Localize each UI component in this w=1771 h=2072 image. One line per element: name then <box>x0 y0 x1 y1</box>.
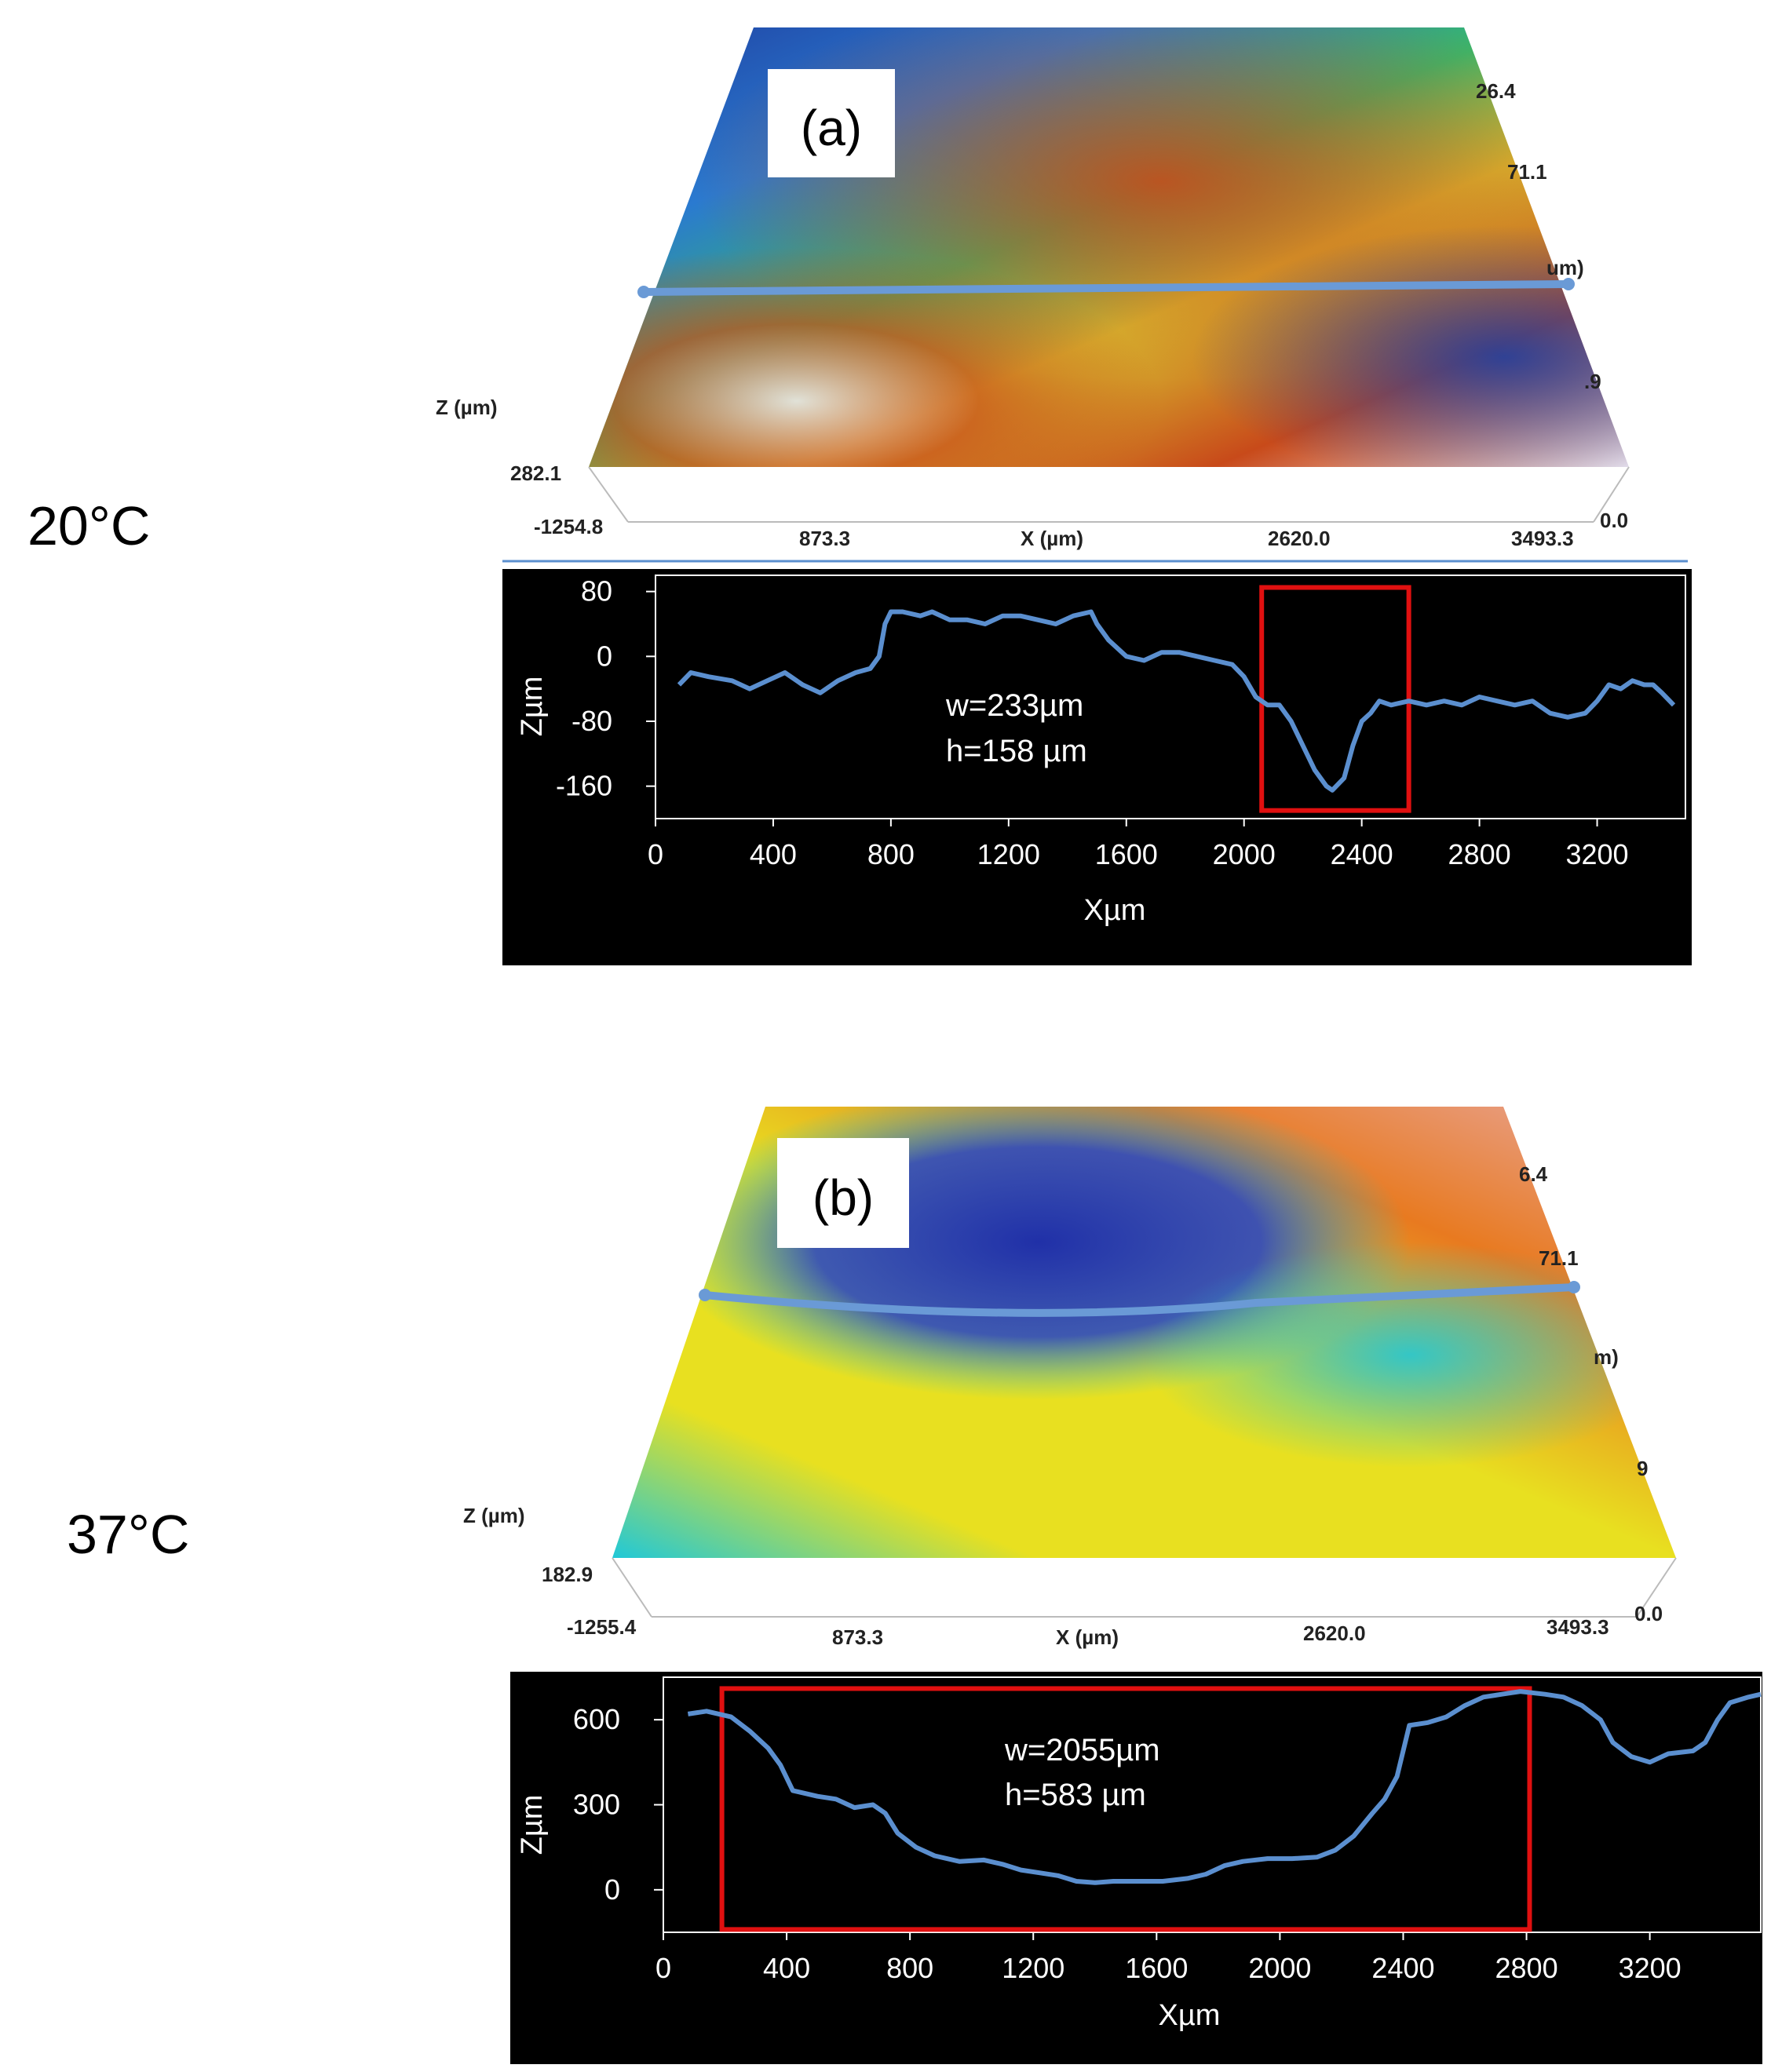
profile-chart-b-width-annotation: w=2055µm <box>1004 1733 1160 1767</box>
surface-plot-a: (a) Z (µm) 282.1 -1254.8 873.3 X (µm) 26… <box>436 27 1630 550</box>
profile-chart-a-y-tick-label-1: 0 <box>597 640 612 672</box>
temperature-label-20c: 20°C <box>27 495 151 556</box>
profile-chart-b: 0 400 800 1200 1600 2000 2400 2800 3200 600 300 0 w… <box>510 1672 1762 2064</box>
profile-chart-b-x-tick-label-0: 0 <box>655 1952 671 1984</box>
profile-chart-b-x-tick-label-2: 800 <box>886 1952 933 1984</box>
profile-chart-b-x-tick-label-3: 1200 <box>1002 1952 1064 1984</box>
profile-chart-a-background <box>502 569 1692 965</box>
profile-chart-b-y-tick-label-1: 300 <box>573 1789 620 1821</box>
profile-chart-a-height-annotation: h=158 µm <box>946 734 1087 768</box>
profile-chart-a-y-tick-label-3: -160 <box>556 770 612 802</box>
panel-a-label: (a) <box>801 100 862 156</box>
surface-a-right-label-2: 71.1 <box>1507 160 1547 184</box>
panel-b-label: (b) <box>812 1169 874 1226</box>
surface-b-x-tick-3: 3493.3 <box>1546 1615 1609 1639</box>
panel-b-label-box <box>777 1138 909 1248</box>
surface-b-z-value: 182.9 <box>542 1563 593 1586</box>
profile-chart-a-x-tick-label-4: 1600 <box>1095 838 1158 870</box>
profile-chart-a-y-axis-label: Zµm <box>516 677 549 737</box>
profile-line-a <box>643 280 1569 296</box>
surface-b-right-label-4: 9 <box>1637 1457 1648 1480</box>
profile-chart-a-x-tick-label-1: 400 <box>750 838 797 870</box>
surface-a-x-tick-1: 873.3 <box>799 527 850 550</box>
profile-chart-a-x-tick-label-5: 2000 <box>1213 838 1276 870</box>
surface-a-blue-region <box>589 27 1629 467</box>
profile-chart-a-x-axis-label: Xµm <box>1084 894 1146 927</box>
profile-line-b-start <box>699 1289 711 1301</box>
surface-a-x-tick-2: 2620.0 <box>1268 527 1331 550</box>
surface-b-z-axis-label: Z (µm) <box>463 1504 525 1527</box>
profile-chart-b-background <box>510 1672 1762 2064</box>
profile-line-b-end <box>1568 1281 1580 1293</box>
profile-chart-a-x-tick-label-6: 2400 <box>1331 838 1393 870</box>
profile-chart-b-y-axis-label: Zµm <box>516 1795 549 1855</box>
profile-chart-a-x-tick-label-0: 0 <box>648 838 663 870</box>
profile-chart-b-x-tick-label-6: 2400 <box>1371 1952 1434 1984</box>
profile-chart-b-y-tick-label-0: 600 <box>573 1703 620 1735</box>
profile-chart-a-x-tick-label-2: 800 <box>867 838 915 870</box>
surface-a-z-axis-label: Z (µm) <box>436 396 498 419</box>
profile-chart-a-series-line-0 <box>677 609 1676 793</box>
profile-chart-a-plot-frame <box>655 575 1686 819</box>
surface-b-cyan-region <box>612 1107 1676 1558</box>
profile-chart-b-y-tick-label-2: 0 <box>604 1873 620 1906</box>
surface-b-corner-zero: 0.0 <box>1634 1602 1663 1625</box>
temperature-label-37c: 37°C <box>67 1504 190 1565</box>
profile-chart-b-x-tick-label-5: 2000 <box>1248 1952 1311 1984</box>
surface-a-z-value: 282.1 <box>510 461 561 485</box>
surface-b-y-start: -1255.4 <box>567 1615 637 1639</box>
surface-b-x-axis-label: X (µm) <box>1056 1625 1119 1649</box>
surface-a-right-label-4: .9 <box>1584 370 1601 393</box>
profile-chart-b-height-annotation: h=583 µm <box>1005 1778 1146 1812</box>
surface-a-right-label-1: 26.4 <box>1476 79 1516 103</box>
surface-a-corner-zero: 0.0 <box>1600 509 1628 532</box>
profile-chart-a-x-tick-label-3: 1200 <box>977 838 1040 870</box>
surface-b-x-tick-2: 2620.0 <box>1303 1621 1366 1645</box>
surface-a-x-tick-3: 3493.3 <box>1511 527 1574 550</box>
surface-b-right-label-3: m) <box>1594 1345 1619 1369</box>
profile-chart-a-y-tick-label-2: -80 <box>571 705 612 737</box>
profile-chart-b-highlight-box <box>719 1686 1532 1932</box>
surface-a-x-axis-label: X (µm) <box>1021 527 1083 550</box>
profile-chart-b-x-tick-label-1: 400 <box>763 1952 810 1984</box>
profile-chart-b-x-tick-label-4: 1600 <box>1125 1952 1188 1984</box>
profile-chart-a-x-tick-label-7: 2800 <box>1448 838 1511 870</box>
surface-a-y-start: -1254.8 <box>534 515 603 538</box>
profile-chart-b-x-tick-label-7: 2800 <box>1495 1952 1558 1984</box>
profile-chart-b-x-axis-label: Xµm <box>1159 1999 1221 2032</box>
profile-chart-a-x-tick-label-8: 3200 <box>1565 838 1628 870</box>
profile-line-a-start <box>637 286 650 298</box>
surface-b-right-label-1: 6.4 <box>1519 1162 1548 1186</box>
surface-a-right-label-3: um) <box>1546 256 1584 279</box>
panel-a-label-box <box>768 69 895 177</box>
surface-b-x-tick-1: 873.3 <box>832 1625 883 1649</box>
surface-plot-b: (b) Z (µm) 182.9 -1255.4 873.3 X (µm) 26… <box>463 1107 1677 1649</box>
surface-b-right-label-2: 71.1 <box>1539 1246 1579 1270</box>
profile-line-a-end <box>1562 278 1575 290</box>
profile-chart-a-width-annotation: w=233µm <box>945 688 1083 723</box>
profile-chart-b-x-tick-label-8: 3200 <box>1619 1952 1682 1984</box>
profile-chart-b-series-line-0 <box>687 1689 1762 1885</box>
profile-chart-a: 0 400 800 1200 1600 2000 2400 2800 3200800-80-16… <box>502 560 1692 965</box>
profile-chart-a-y-tick-label-0: 80 <box>581 575 612 607</box>
profile-line-b <box>704 1283 1575 1317</box>
